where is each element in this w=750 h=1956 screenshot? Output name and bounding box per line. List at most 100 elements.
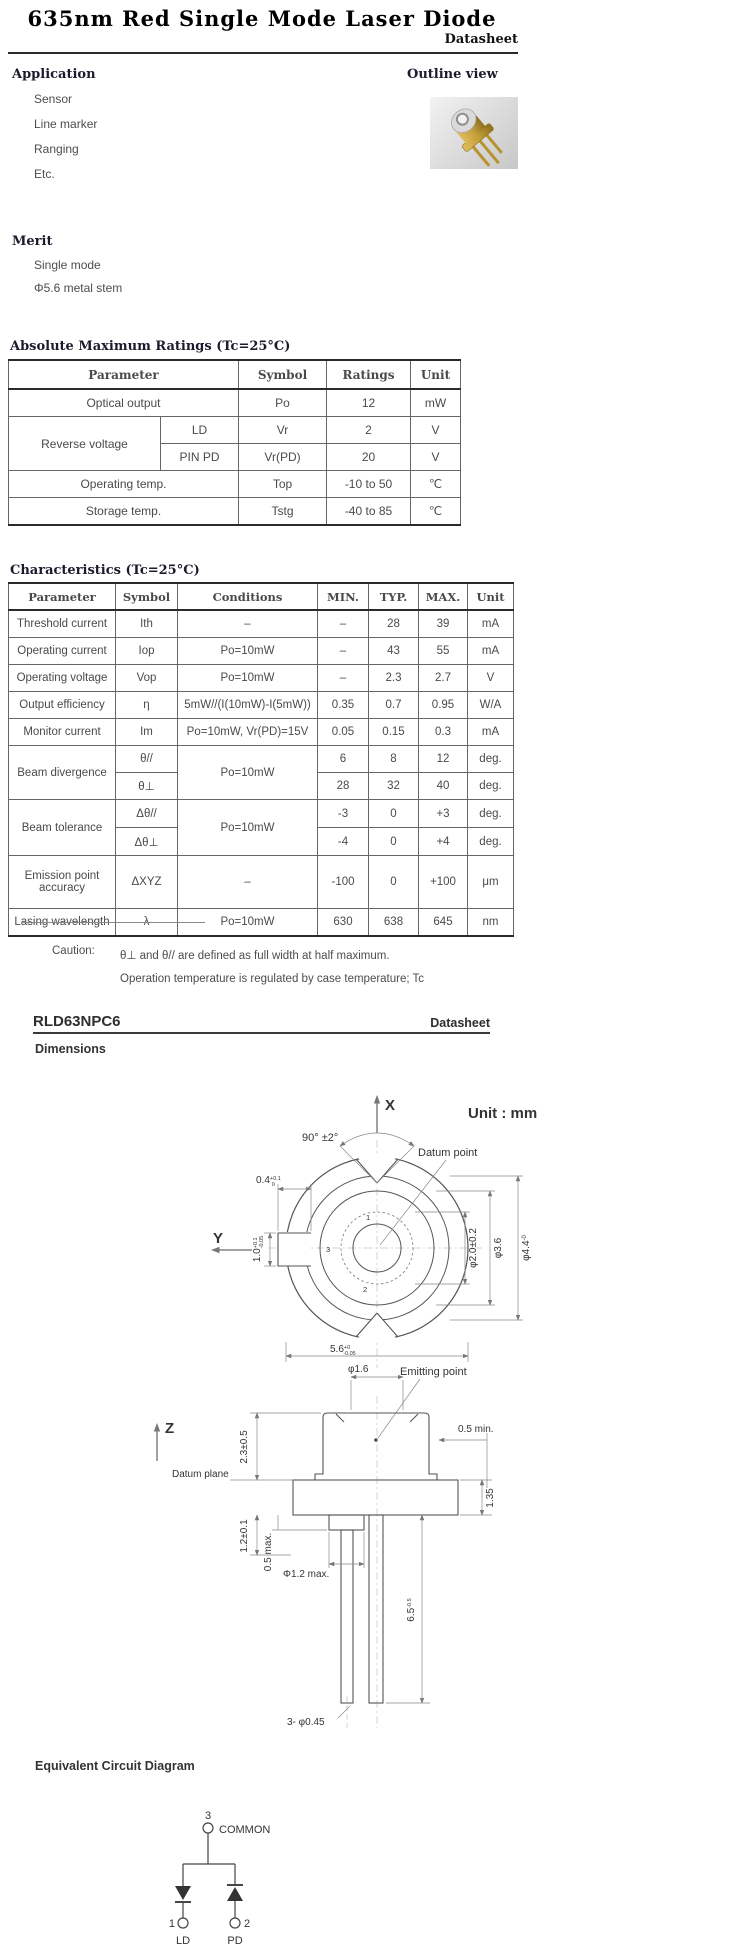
table-row: Operating voltage Vop Po=10mW – 2.3 2.7 … <box>8 664 514 692</box>
table-header-row: Parameter Symbol Conditions MIN. TYP. MA… <box>8 582 514 611</box>
emitting-point-label: Emitting point <box>400 1366 467 1378</box>
absolute-maximum-ratings-table: Parameter Symbol Ratings Unit Optical ou… <box>8 359 461 526</box>
dim-23: 2.3±0.5 <box>239 1430 250 1464</box>
dim-65: 6.5-0.5 <box>406 1598 417 1621</box>
dim-phi12: Φ1.2 max. <box>283 1569 329 1580</box>
table-row: Beam tolerance Δθ// Po=10mW -3 0 +3 deg. <box>8 799 514 856</box>
col-min: MIN. <box>317 582 369 611</box>
table-row: Operating current Iop Po=10mW – 43 55 mA <box>8 637 514 665</box>
table-row: Emission point accuracy ΔXYZ – -100 0 +1… <box>8 855 514 909</box>
datasheet-page: 635nm Red Single Mode Laser Diode Datash… <box>0 6 537 1956</box>
notch-edge <box>355 1158 378 1184</box>
photodiode-symbol <box>227 1887 243 1901</box>
table-row: θ⊥ 28 32 40 deg. <box>9 772 514 800</box>
col-parameter: Parameter <box>8 582 116 611</box>
table-row: Output efficiency η 5mW//(I(10mW)-I(5mW)… <box>8 691 514 719</box>
col-max: MAX. <box>418 582 468 611</box>
scan-artifact-line <box>23 922 205 923</box>
col-symbol: Symbol <box>238 359 327 390</box>
common-label: COMMON <box>219 1824 270 1836</box>
angle-arc <box>339 1132 415 1147</box>
col-typ: TYP. <box>368 582 419 611</box>
outline-view-heading: Outline view <box>407 67 498 82</box>
pd-label: PD <box>227 1935 242 1947</box>
table-header-row: Parameter Symbol Ratings Unit <box>8 359 461 390</box>
list-item: Line marker <box>34 117 98 131</box>
top-notch <box>355 1153 399 1185</box>
datum-plane-label: Datum plane <box>172 1469 229 1480</box>
dimensions-drawing: X Unit : mm <box>0 1058 537 1956</box>
application-list: Sensor Line marker Ranging Etc. <box>12 87 524 187</box>
dim-10: 1.0+0.1-0.05 <box>252 1236 265 1262</box>
table-row: Δθ⊥ -4 0 +4 deg. <box>9 827 514 856</box>
col-unit: Unit <box>410 359 461 390</box>
header-rule <box>8 52 518 54</box>
merit-list: Single mode Φ5.6 metal stem <box>12 254 524 300</box>
merit-section: Merit Single mode Φ5.6 metal stem <box>12 234 524 300</box>
dim-04: 0.4+0.1 0 <box>256 1175 281 1188</box>
outline-view-section: Outline view <box>407 66 518 169</box>
notch-edge <box>355 1312 378 1338</box>
outline-photo <box>430 97 518 169</box>
list-item: Single mode <box>34 258 101 272</box>
list-item: Etc. <box>34 167 55 181</box>
side-view <box>292 1412 459 1704</box>
table-row: Optical output Po 12 mW <box>8 388 461 417</box>
caution-label: Caution: <box>52 945 95 957</box>
angle-dim: 90° ±2° <box>302 1132 338 1144</box>
dim-lines <box>415 1175 523 1321</box>
merit-heading: Merit <box>12 234 53 249</box>
notch-edge <box>376 1312 399 1338</box>
leader-line <box>379 1159 447 1246</box>
emitting-point-dot <box>374 1438 378 1442</box>
list-item: Ranging <box>34 142 79 156</box>
dim-05min: 0.5 min. <box>458 1424 494 1435</box>
caution-line: θ⊥ and θ// are defined as full width at … <box>120 950 390 962</box>
technical-drawing: X Unit : mm <box>35 1095 537 1947</box>
dim-phi16: φ1.6 <box>348 1364 369 1375</box>
laser-diode-photo <box>451 108 503 167</box>
table-row: Threshold current Ith – – 28 39 mA <box>8 609 514 638</box>
table-row: Storage temp. Tstg -40 to 85 ℃ <box>8 497 461 526</box>
dim-pins: 3- φ0.45 <box>287 1717 325 1728</box>
dimensions-heading: Dimensions <box>35 1042 106 1056</box>
col-symbol: Symbol <box>115 582 178 611</box>
bottom-notch <box>355 1311 399 1343</box>
model-number: RLD63NPC6 <box>33 1013 121 1030</box>
pin-number: 1 <box>366 1213 370 1222</box>
table-row: Monitor current Im Po=10mW, Vr(PD)=15V 0… <box>8 718 514 746</box>
application-heading: Application <box>12 67 96 82</box>
caution-line: Operation temperature is regulated by ca… <box>120 973 425 985</box>
unit-label: Unit : mm <box>468 1105 537 1122</box>
table-row: Beam divergence θ// Po=10mW 6 8 12 deg. <box>8 745 514 800</box>
dim-phi36: φ3.6 <box>493 1237 504 1258</box>
pin-number: 3 <box>326 1245 330 1254</box>
page-title: 635nm Red Single Mode Laser Diode <box>27 6 497 31</box>
table-row: Lasing wavelength λ Po=10mW 630 638 645 … <box>8 908 514 937</box>
col-ratings: Ratings <box>326 359 411 390</box>
characteristics-heading: Characteristics (Tc=25°C) <box>10 563 200 578</box>
col-parameter: Parameter <box>8 359 239 390</box>
list-item: Sensor <box>34 92 73 106</box>
tab-erase <box>277 1232 311 1266</box>
angle-lines <box>339 1145 415 1184</box>
datasheet-label: Datasheet <box>444 32 518 47</box>
dim-12: 1.2±0.1 <box>239 1519 250 1553</box>
leader-line <box>377 1378 421 1439</box>
pin1-number: 1 <box>169 1918 175 1930</box>
col-conditions: Conditions <box>177 582 318 611</box>
laser-diode-symbol <box>175 1886 191 1900</box>
characteristics-table: Parameter Symbol Conditions MIN. TYP. MA… <box>8 582 514 937</box>
leader-line <box>337 1705 351 1719</box>
pin-number: 2 <box>363 1285 367 1294</box>
equivalent-circuit: 3 COMMON 1 LD 2 PD <box>169 1810 271 1947</box>
pin2-terminal <box>229 1917 241 1929</box>
table-row: PIN PD Vr(PD) 20 V <box>9 443 461 471</box>
dim-56: 5.6+0 -0.05 <box>330 1344 356 1357</box>
application-section: Application Sensor Line marker Ranging E… <box>12 66 524 187</box>
pin3-number: 3 <box>205 1810 211 1822</box>
list-item: Φ5.6 metal stem <box>34 281 123 295</box>
pin3-terminal <box>202 1822 214 1834</box>
pin1-terminal <box>177 1917 189 1929</box>
application-outline-row: Application Sensor Line marker Ranging E… <box>0 66 524 194</box>
